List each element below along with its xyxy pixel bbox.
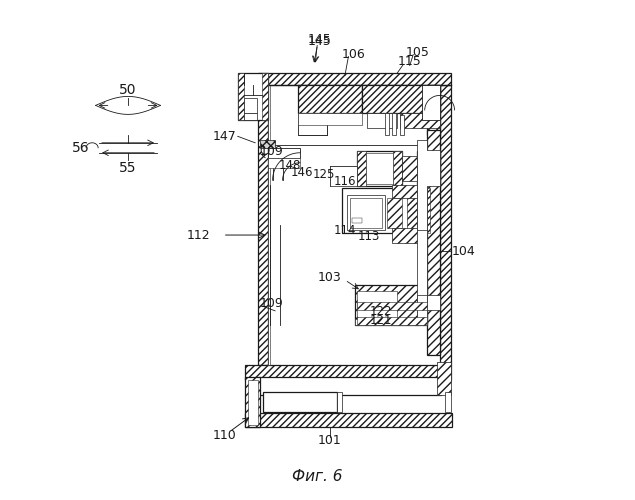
Text: 50: 50 <box>119 84 137 98</box>
Bar <box>407 188 430 232</box>
Bar <box>402 156 417 181</box>
Bar <box>352 218 363 222</box>
Bar <box>417 165 427 315</box>
Bar <box>258 377 441 394</box>
Bar <box>385 113 389 136</box>
Text: 109: 109 <box>260 145 284 158</box>
Bar <box>350 198 382 228</box>
Text: 148: 148 <box>278 158 301 172</box>
Bar <box>358 292 398 319</box>
Text: 116: 116 <box>333 174 356 188</box>
Text: 113: 113 <box>358 230 380 243</box>
Text: 122: 122 <box>370 305 392 318</box>
Bar <box>267 148 300 158</box>
Text: 112: 112 <box>187 228 210 241</box>
Bar <box>439 86 451 364</box>
Bar <box>427 130 439 354</box>
Bar <box>417 295 427 325</box>
Circle shape <box>261 146 269 154</box>
Text: 106: 106 <box>342 48 365 60</box>
Bar <box>347 195 385 230</box>
Bar <box>237 73 267 120</box>
Text: 145: 145 <box>308 35 332 48</box>
Bar <box>245 364 451 380</box>
Bar <box>358 302 427 310</box>
Bar <box>392 113 396 136</box>
Bar <box>400 116 404 136</box>
Bar <box>330 166 358 186</box>
Bar <box>267 86 270 364</box>
Bar <box>244 98 257 113</box>
Bar <box>366 154 393 184</box>
Bar <box>437 362 451 394</box>
Text: 109: 109 <box>260 298 284 310</box>
Bar <box>267 158 300 168</box>
Text: 55: 55 <box>119 160 137 174</box>
Polygon shape <box>260 140 275 148</box>
Text: 105: 105 <box>405 46 429 59</box>
Bar <box>355 319 427 325</box>
Bar <box>258 73 451 86</box>
Text: 146: 146 <box>290 166 313 179</box>
Text: 103: 103 <box>318 271 341 284</box>
Bar <box>298 86 363 113</box>
Polygon shape <box>417 140 439 230</box>
Bar <box>358 152 402 186</box>
Bar <box>248 380 258 424</box>
Bar <box>245 413 451 427</box>
Bar <box>298 113 363 126</box>
Text: 115: 115 <box>398 55 422 68</box>
Bar <box>387 198 402 228</box>
Bar <box>393 152 402 186</box>
Bar <box>270 86 427 364</box>
Bar <box>244 113 257 120</box>
Bar <box>417 152 439 186</box>
Bar <box>400 113 439 128</box>
Text: 110: 110 <box>212 430 236 442</box>
Text: 104: 104 <box>452 245 476 258</box>
Bar <box>337 392 342 412</box>
Bar <box>298 113 328 136</box>
Bar <box>422 86 439 120</box>
Bar <box>427 86 439 136</box>
Text: 147: 147 <box>213 130 237 143</box>
Bar <box>444 392 451 412</box>
Bar <box>420 154 432 184</box>
Bar <box>237 73 244 120</box>
Bar <box>263 392 337 412</box>
Bar <box>355 285 427 325</box>
Bar <box>262 73 267 120</box>
Bar <box>358 152 366 186</box>
Bar <box>342 188 430 232</box>
Text: 121: 121 <box>370 314 392 328</box>
Text: 145: 145 <box>308 33 332 46</box>
Text: 114: 114 <box>333 224 356 236</box>
Bar <box>358 318 427 325</box>
Bar <box>258 86 267 364</box>
Text: 56: 56 <box>72 141 90 155</box>
Bar <box>363 86 439 113</box>
Text: Фиг. 6: Фиг. 6 <box>292 470 343 484</box>
Bar <box>392 228 427 242</box>
Bar <box>245 377 260 427</box>
Bar <box>368 113 398 128</box>
Bar <box>427 295 439 310</box>
Text: 101: 101 <box>318 434 342 447</box>
Bar <box>392 185 427 198</box>
Text: 125: 125 <box>312 168 335 180</box>
